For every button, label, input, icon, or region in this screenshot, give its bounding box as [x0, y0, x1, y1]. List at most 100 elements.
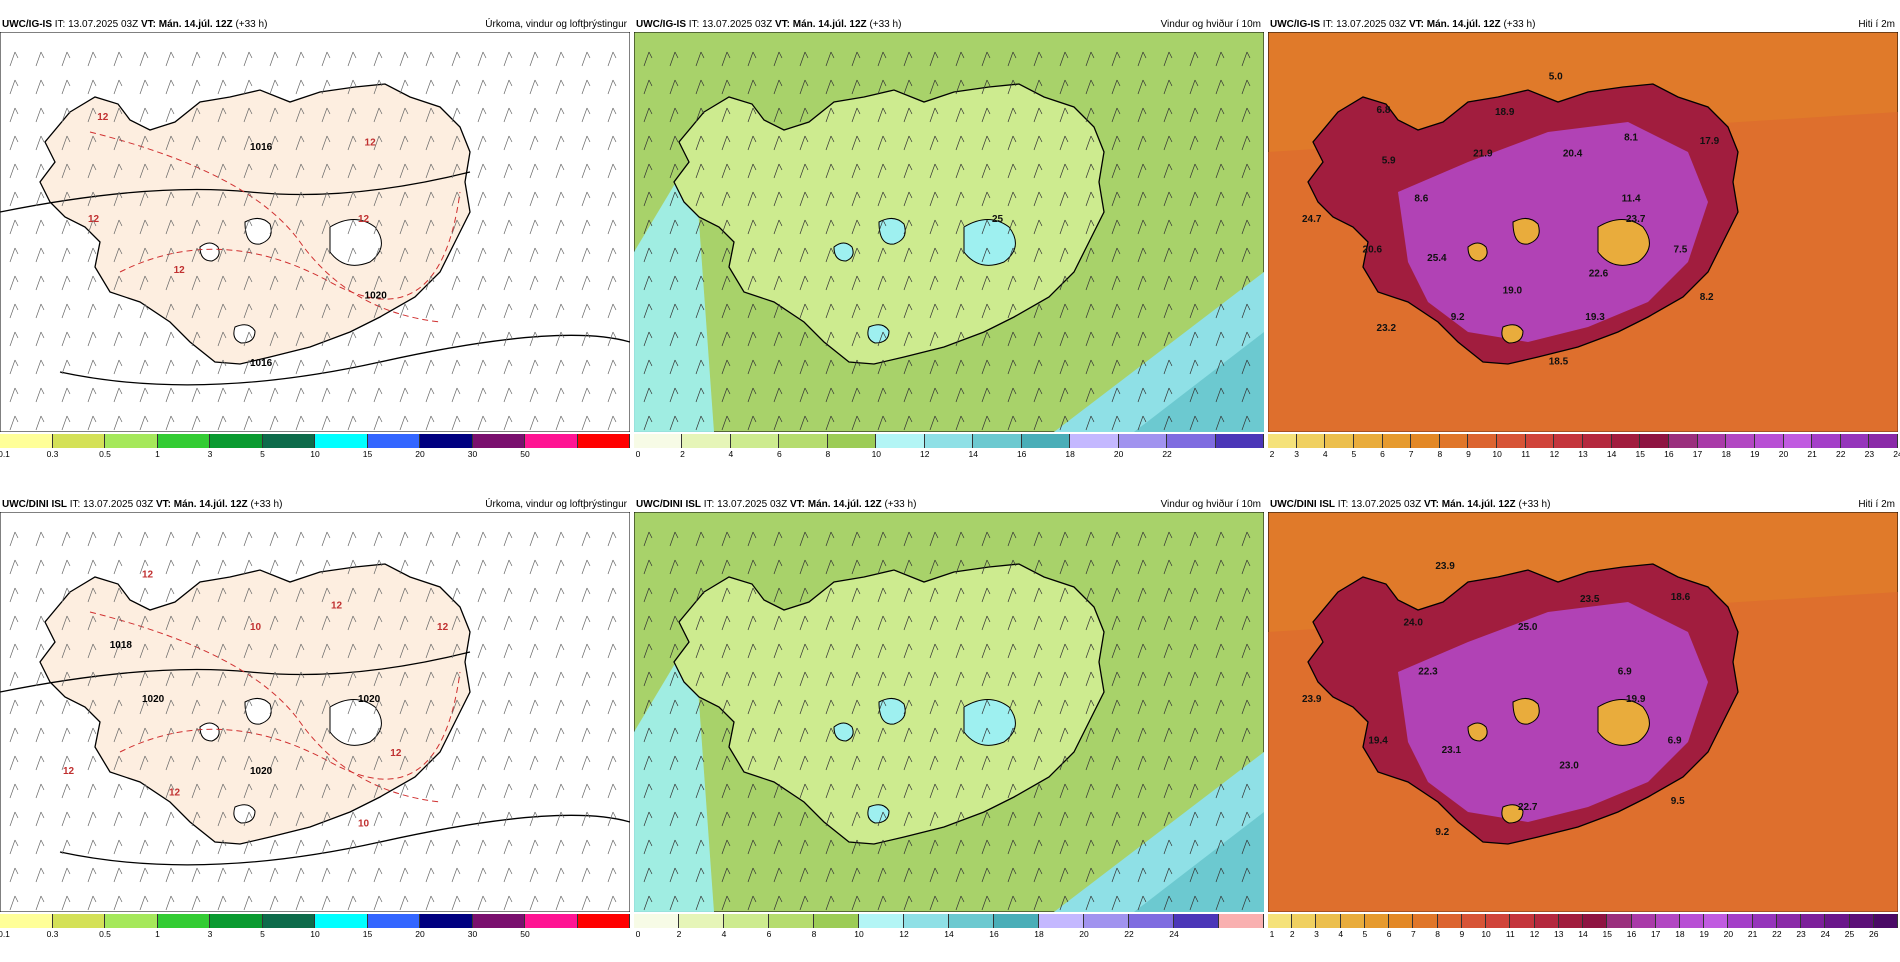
wind-barb	[851, 643, 861, 659]
contour-line	[59, 334, 630, 386]
wind-barb	[87, 135, 97, 151]
map-svg	[634, 512, 1264, 912]
scale-tick-label: 20	[1778, 449, 1789, 459]
wind-barb	[1111, 275, 1121, 291]
wind-barb	[1059, 811, 1069, 827]
wind-barb	[269, 135, 279, 151]
wind-barb	[695, 135, 705, 151]
wind-barb	[9, 587, 19, 603]
scale-swatch	[1215, 434, 1265, 448]
wind-barb	[191, 107, 201, 123]
wind-barb	[217, 531, 227, 547]
map-value-label: 23.9	[1435, 561, 1455, 572]
scale-tick-label: 22	[1772, 929, 1782, 939]
wind-barb	[87, 587, 97, 603]
wind-barb	[555, 415, 565, 431]
wind-barb	[35, 135, 45, 151]
scale-swatch	[525, 914, 578, 928]
wind-barb	[1137, 387, 1147, 403]
wind-barb	[1033, 699, 1043, 715]
wind-barb	[799, 755, 809, 771]
wind-barb	[1137, 615, 1147, 631]
wind-barb	[1007, 107, 1017, 123]
wind-barb	[1007, 51, 1017, 67]
wind-barb	[373, 359, 383, 375]
wind-barb	[139, 275, 149, 291]
wind-barb	[9, 559, 19, 575]
wind-barb	[747, 587, 757, 603]
wind-barb	[9, 867, 19, 883]
wind-barb	[1137, 643, 1147, 659]
wind-barb	[113, 727, 123, 743]
map-value-label: 22.7	[1518, 802, 1538, 813]
wind-barb	[1137, 79, 1147, 95]
wind-barb	[399, 415, 409, 431]
contour-line	[119, 671, 461, 780]
wind-barb	[347, 331, 357, 347]
wind-barb	[669, 359, 679, 375]
wind-barb	[139, 51, 149, 67]
wind-barb	[877, 359, 887, 375]
scale-tick-label: 9	[1459, 929, 1465, 939]
wind-barb	[721, 783, 731, 799]
wind-barb	[321, 895, 331, 911]
wind-barb	[503, 387, 513, 403]
wind-barb	[399, 387, 409, 403]
wind-barb	[607, 587, 617, 603]
wind-barb	[425, 359, 435, 375]
wind-barb	[269, 359, 279, 375]
map-value-label: 7.5	[1673, 244, 1687, 255]
scale-swatch	[1039, 914, 1084, 928]
wind-barb	[347, 755, 357, 771]
model-name: UWC/IG-IS	[636, 19, 686, 30]
wind-barb	[981, 51, 991, 67]
map-temp: 19.9 6.9 9.5 23.0 22.7 9.2 23.1 19.4 23.9 22.3 24.…	[1268, 512, 1898, 912]
wind-barb	[217, 275, 227, 291]
wind-barb	[607, 51, 617, 67]
wind-barb	[347, 531, 357, 547]
wind-barb	[321, 51, 331, 67]
wind-barb	[1137, 783, 1147, 799]
wind-barb	[1163, 727, 1173, 743]
wind-barb	[399, 163, 409, 179]
wind-barb	[347, 559, 357, 575]
wind-barb	[61, 387, 71, 403]
wind-barb	[1059, 587, 1069, 603]
wind-barb	[851, 79, 861, 95]
wind-barb	[607, 615, 617, 631]
wind-barb	[981, 79, 991, 95]
wind-barb	[1111, 219, 1121, 235]
wind-barb	[1163, 615, 1173, 631]
wind-barb	[373, 755, 383, 771]
wind-barb	[373, 247, 383, 263]
wind-barb	[851, 415, 861, 431]
wind-barb	[425, 559, 435, 575]
wind-barb	[347, 359, 357, 375]
map-value-label: 22.3	[1418, 666, 1438, 677]
wind-barb	[1033, 531, 1043, 547]
wind-barb	[903, 727, 913, 743]
wind-barb	[61, 531, 71, 547]
wind-barb	[165, 51, 175, 67]
wind-barb	[477, 671, 487, 687]
wind-barb	[747, 783, 757, 799]
wind-barb	[503, 275, 513, 291]
scale-tick-label: 17	[1650, 929, 1661, 939]
wind-barb	[321, 163, 331, 179]
wind-barb	[695, 359, 705, 375]
wind-barb	[1163, 219, 1173, 235]
glacier	[833, 722, 854, 742]
wind-barb	[747, 247, 757, 263]
wind-barb	[695, 811, 705, 827]
scale-swatch	[949, 914, 994, 928]
wind-barb	[877, 783, 887, 799]
scale-tick-label: 1	[155, 449, 160, 459]
wind-barb	[695, 219, 705, 235]
wind-barb	[1007, 275, 1017, 291]
wind-barb	[1189, 867, 1199, 883]
wind-barb	[555, 839, 565, 855]
wind-barb	[747, 895, 757, 911]
wind-barb	[217, 643, 227, 659]
wind-barb	[9, 191, 19, 207]
wind-barb	[581, 247, 591, 263]
